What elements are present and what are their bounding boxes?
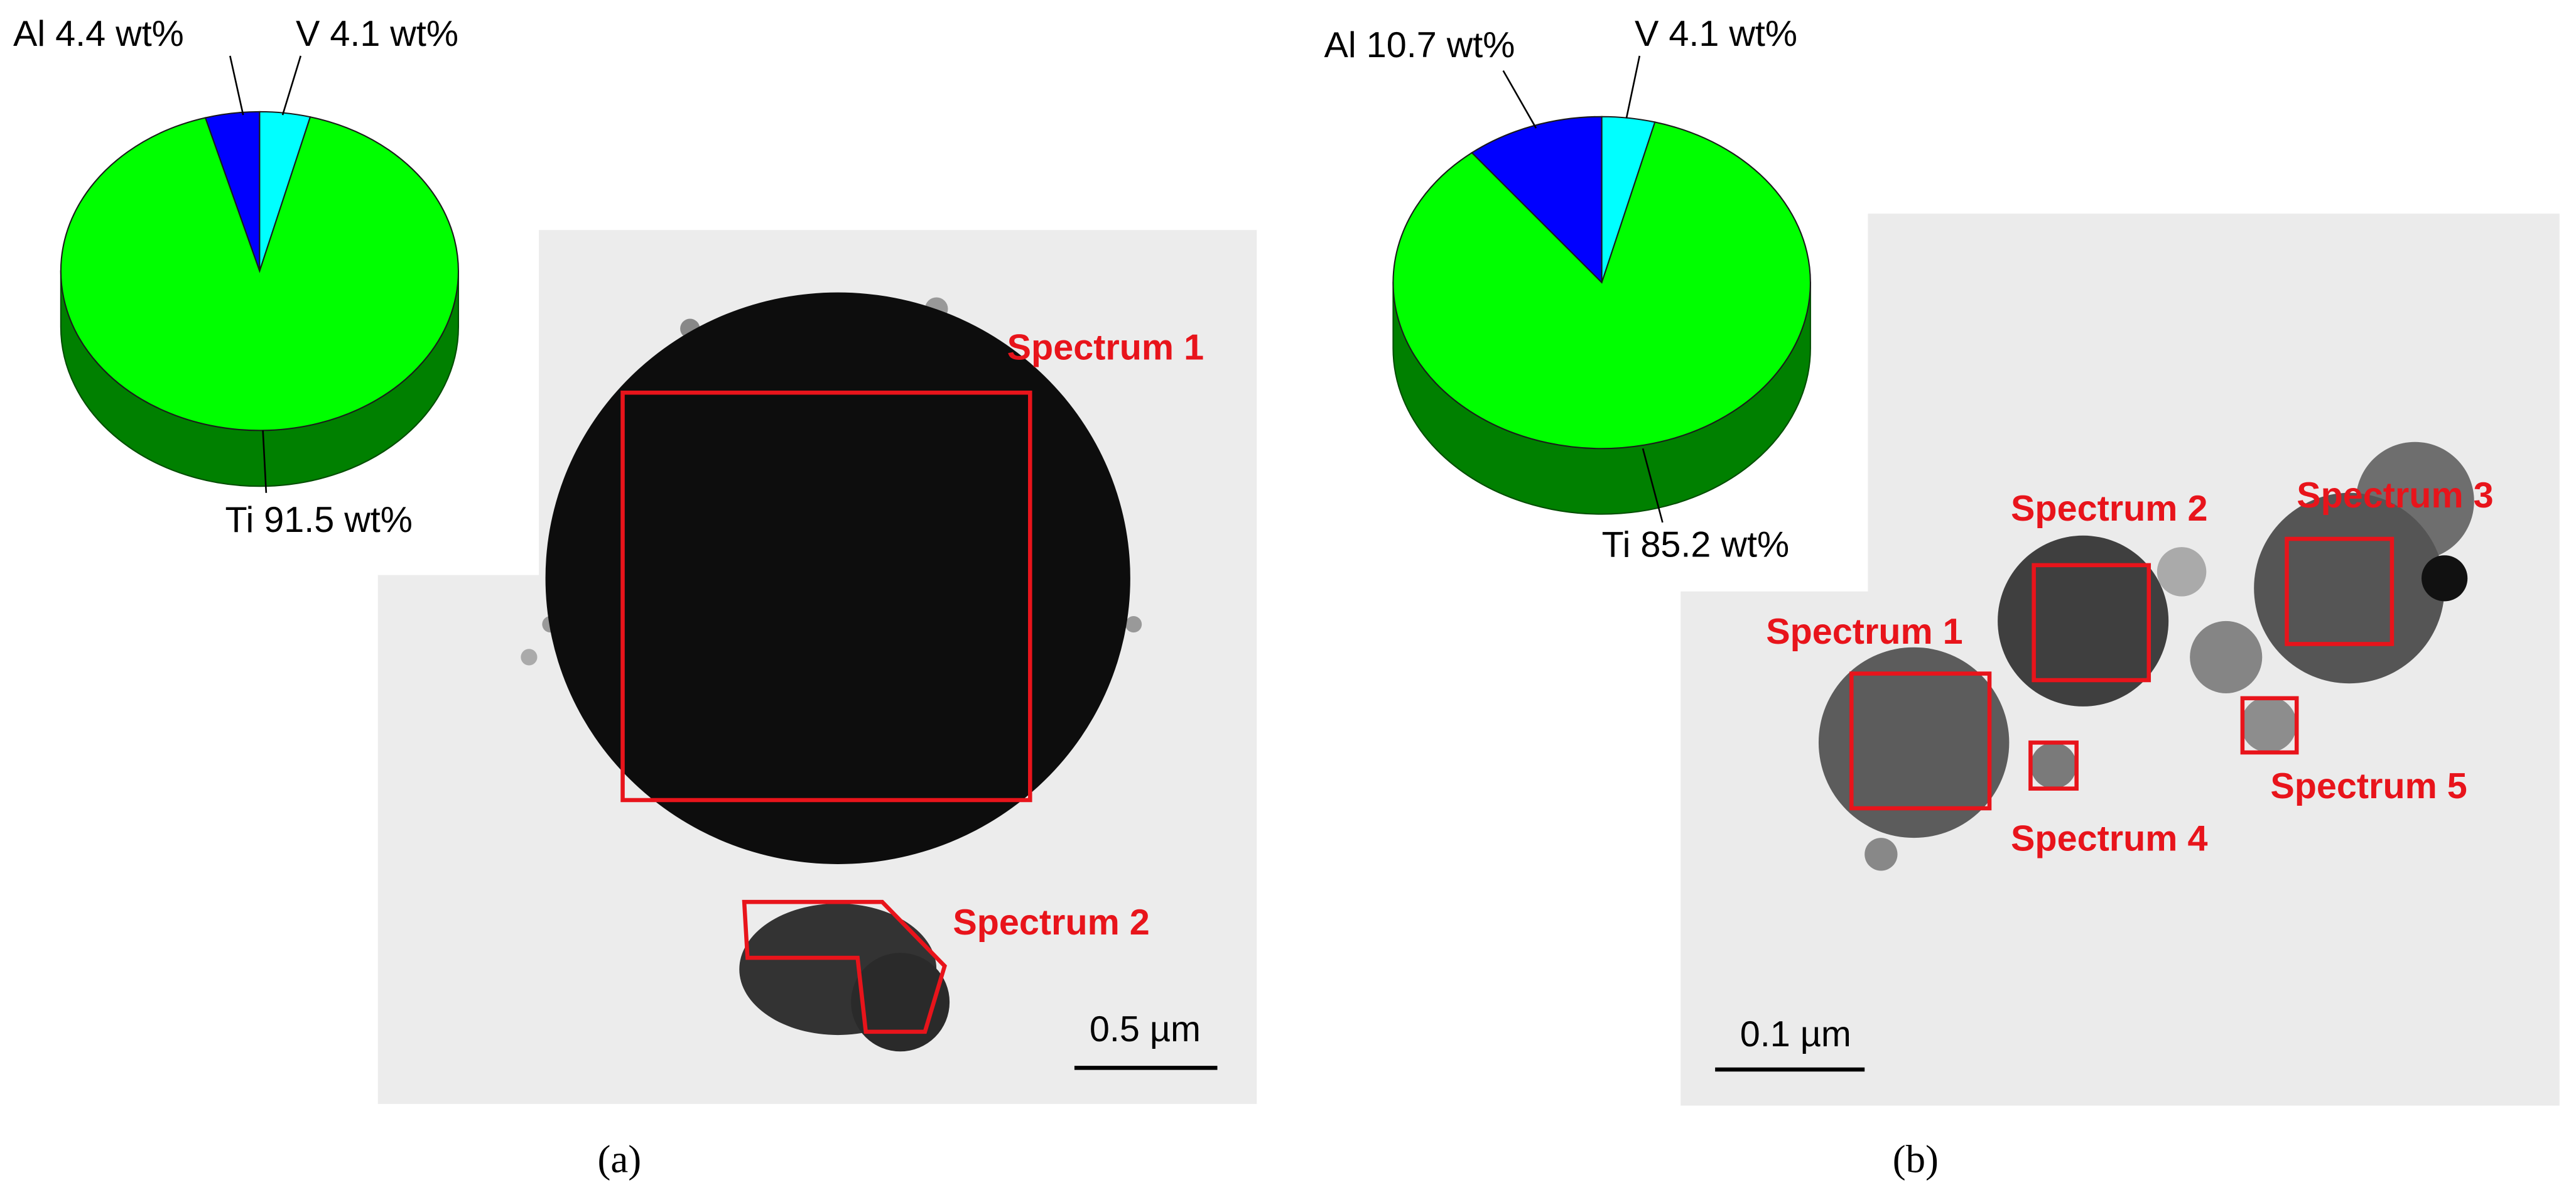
panel-caption: (b) [1893, 1137, 1939, 1181]
leader-line [1625, 55, 1641, 119]
pie-chart: Al 10.7 wt% V 4.1 wt% Ti 85.2 wt% [1324, 14, 1811, 565]
spectrum-box [2032, 563, 2151, 683]
particle [1864, 838, 1898, 871]
particle [2422, 555, 2468, 602]
data-label: V 4.1 wt% [296, 14, 458, 54]
particle [521, 649, 538, 666]
particle [2254, 492, 2445, 684]
spectrum-region [742, 899, 947, 1034]
spectrum-label: Spectrum 1 [1766, 612, 1962, 652]
tem-image-a [377, 230, 1257, 1104]
data-label: V 4.1 wt% [1635, 14, 1797, 54]
leader-line [229, 55, 244, 116]
spectrum-label: Spectrum 3 [2297, 475, 2493, 516]
leader-line [1642, 448, 1664, 523]
spectrum-label: Spectrum 2 [2011, 489, 2207, 529]
spectrum-box [1849, 671, 1992, 811]
spectrum-box [2240, 696, 2299, 755]
particle [2190, 620, 2263, 693]
spectrum-label: Spectrum 1 [1007, 327, 1204, 367]
spectrum-box [2028, 740, 2079, 791]
pie-wedge [1471, 116, 1603, 284]
scale-bar-label: 0.5 µm [1090, 1009, 1201, 1049]
particle [1125, 615, 1142, 633]
scale-bar-label: 0.1 µm [1740, 1014, 1851, 1054]
panel-caption: (a) [597, 1137, 641, 1181]
leader-line [1502, 70, 1537, 129]
spectrum-box [2285, 536, 2395, 646]
spectrum-label: Spectrum 2 [953, 902, 1149, 943]
pie-wedge [1392, 121, 1811, 450]
pie-wedge [60, 116, 459, 431]
spectrum-box [620, 390, 1032, 803]
leader-line [281, 55, 302, 116]
data-label: Al 4.4 wt% [13, 14, 184, 54]
particle [1998, 535, 2169, 707]
leader-line [262, 430, 268, 493]
tem-image-b [1680, 214, 2560, 1106]
particle [2241, 696, 2297, 753]
spectrum-label: Spectrum 5 [2270, 766, 2467, 806]
pie-chart: Al 4.4 wt% V 4.1 wt% Ti 91.5 wt% [13, 14, 459, 540]
data-label: Al 10.7 wt% [1324, 25, 1515, 65]
particle [2030, 742, 2077, 789]
particle [2157, 547, 2207, 597]
data-label: Ti 85.2 wt% [1602, 524, 1790, 565]
data-label: Ti 91.5 wt% [225, 500, 412, 540]
particle [1818, 647, 2010, 838]
spectrum-label: Spectrum 4 [2011, 819, 2207, 859]
particle-large [545, 292, 1130, 865]
